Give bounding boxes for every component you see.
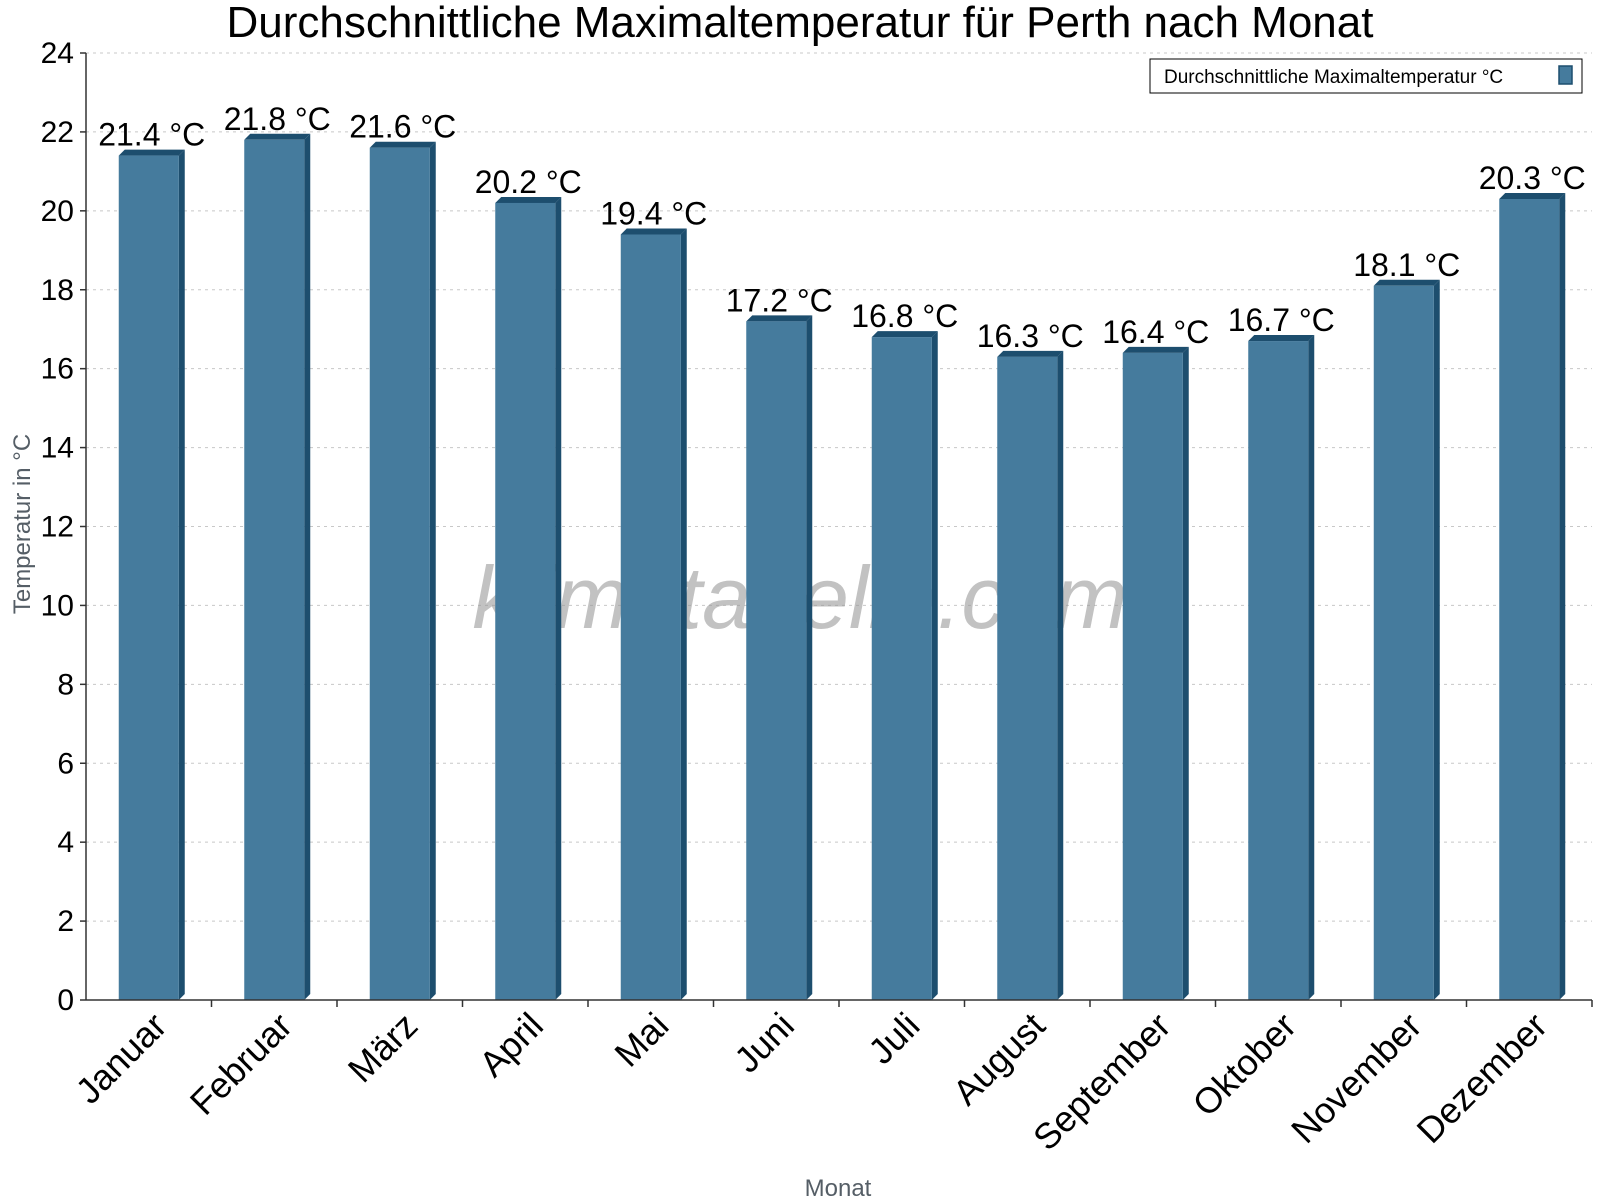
bar-top	[620, 228, 687, 235]
x-tick-label: Februar	[182, 1005, 300, 1123]
x-axis-label: Monat	[805, 1175, 872, 1200]
x-tick-label: April	[471, 1005, 551, 1085]
bar-top	[118, 149, 185, 156]
y-tick-label: 6	[57, 747, 74, 780]
bar-side	[1433, 279, 1440, 1000]
bar-top	[746, 315, 813, 322]
bar	[495, 202, 556, 1001]
y-tick-label: 0	[57, 984, 74, 1017]
x-axis: Januar Februar März April Mai Juni Juli AugustS…	[68, 999, 1593, 1159]
bar-top	[369, 141, 436, 148]
value-label: 16.3 °C	[977, 318, 1084, 354]
bar-top	[1373, 279, 1440, 286]
bar-side	[304, 133, 311, 1000]
bar-top	[495, 196, 562, 203]
bar-side	[555, 196, 562, 1001]
x-tick-label: Januar	[68, 1005, 175, 1112]
bar	[997, 356, 1058, 1000]
y-tick-label: 8	[57, 668, 74, 701]
bar-side	[1308, 335, 1315, 1000]
value-labels: 21.4 °C 21.8 °C 21.6 °C 20.2 °C 19.4 °C 17.2 …	[98, 101, 1586, 354]
bar	[1122, 352, 1183, 1001]
bar-side	[178, 149, 185, 1000]
bar-side	[806, 315, 813, 1001]
y-tick-label: 12	[41, 511, 74, 544]
bar-top	[244, 133, 311, 140]
bar	[118, 155, 179, 1000]
value-label: 16.8 °C	[851, 298, 958, 334]
bar	[620, 234, 681, 1001]
y-tick-label: 22	[41, 116, 74, 149]
value-label: 16.4 °C	[1102, 314, 1209, 350]
bar	[746, 321, 807, 1001]
bar-side	[680, 228, 687, 1001]
x-tick-label: November	[1283, 1005, 1429, 1151]
y-tick-label: 14	[41, 432, 74, 465]
y-tick-label: 18	[41, 274, 74, 307]
y-tick-label: 20	[41, 195, 74, 228]
y-tick-label: 2	[57, 905, 74, 938]
bar	[369, 147, 430, 1000]
x-tick-label: September	[1025, 1005, 1179, 1159]
bar-top	[1122, 346, 1189, 353]
y-tick-label: 16	[41, 353, 74, 386]
value-label: 17.2 °C	[726, 282, 833, 318]
bar-side	[931, 331, 938, 1001]
bar	[1499, 198, 1560, 1000]
x-tick-label: März	[340, 1005, 426, 1091]
x-tick-label: Oktober	[1184, 1005, 1304, 1125]
bar-side	[429, 141, 436, 1000]
bar	[1248, 341, 1309, 1000]
value-label: 16.7 °C	[1228, 302, 1335, 338]
bar-top	[1499, 192, 1566, 199]
value-label: 18.1 °C	[1353, 247, 1460, 283]
x-tick-label: Mai	[606, 1005, 676, 1075]
y-tick-label: 24	[41, 37, 74, 70]
value-label: 20.3 °C	[1479, 160, 1586, 196]
bar-top	[1248, 335, 1315, 342]
chart-title: Durchschnittliche Maximaltemperatur für …	[227, 0, 1374, 47]
bar-top	[871, 331, 938, 338]
bar	[244, 139, 305, 1000]
legend: Durchschnittliche Maximaltemperatur °C	[1149, 58, 1583, 94]
bar-side	[1559, 192, 1566, 1000]
grid-lines	[86, 52, 1592, 922]
value-label: 21.4 °C	[98, 117, 205, 153]
legend-label: Durchschnittliche Maximaltemperatur °C	[1164, 67, 1503, 88]
bar	[1373, 285, 1434, 1000]
y-axis-label: Temperatur in °C	[9, 434, 36, 614]
y-tick-label: 4	[57, 826, 74, 859]
legend-swatch	[1558, 65, 1573, 85]
value-label: 19.4 °C	[600, 196, 707, 232]
y-tick-label: 10	[41, 589, 74, 622]
x-tick-label: Juli	[860, 1005, 927, 1072]
bar-side	[1182, 346, 1189, 1001]
bar-top	[997, 350, 1064, 357]
value-label: 21.8 °C	[224, 101, 331, 137]
legend-box	[1149, 58, 1583, 94]
x-tick-label: Juni	[726, 1005, 802, 1081]
value-label: 21.6 °C	[349, 109, 456, 145]
bars	[118, 133, 1566, 1001]
bar	[871, 337, 932, 1001]
value-label: 20.2 °C	[475, 164, 582, 200]
bar-side	[1057, 350, 1064, 1000]
x-tick-label: Dezember	[1408, 1005, 1554, 1151]
x-tick-label: August	[945, 1005, 1053, 1113]
